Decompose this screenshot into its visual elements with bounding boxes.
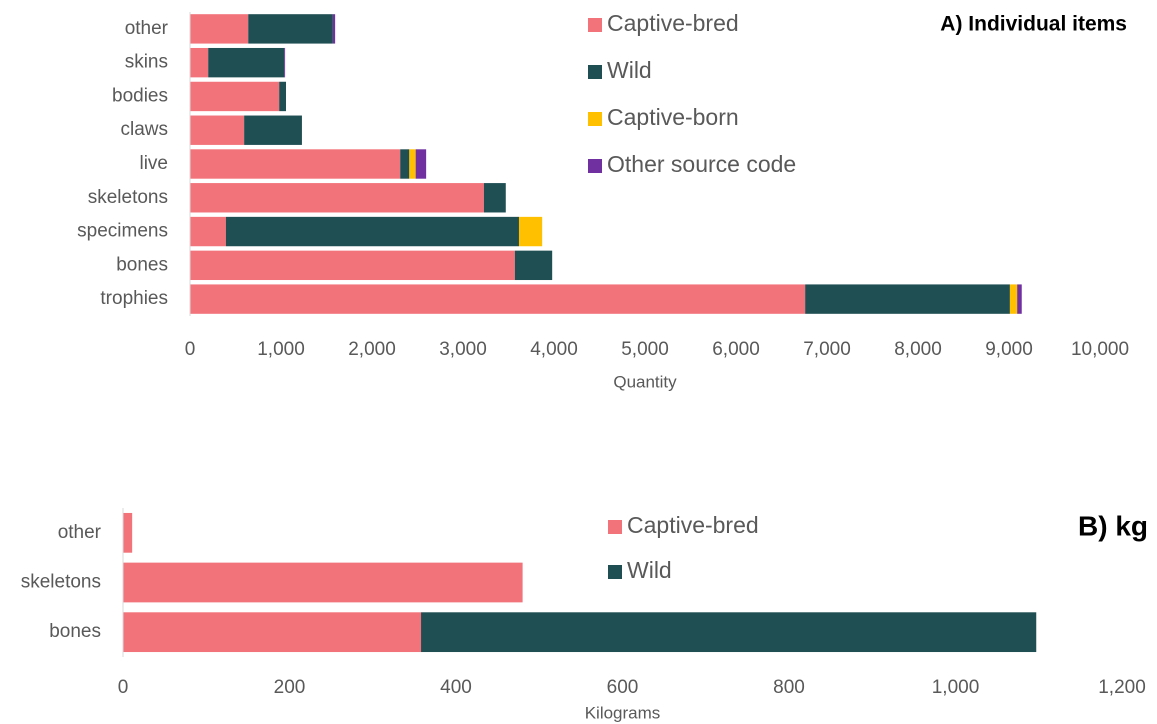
x-tick-label: 4,000 bbox=[530, 339, 578, 360]
x-tick-label: 1,200 bbox=[1098, 677, 1146, 698]
legend-label: Captive-bred bbox=[627, 512, 759, 538]
x-tick-label: 10,000 bbox=[1071, 339, 1129, 360]
bar-segment bbox=[123, 612, 422, 653]
bar-segment bbox=[284, 47, 286, 78]
bar-segment bbox=[1017, 284, 1022, 314]
bar-segment bbox=[421, 612, 1037, 653]
x-tick-label: 9,000 bbox=[985, 339, 1033, 360]
y-tick-label: specimens bbox=[77, 221, 168, 242]
bar-segment bbox=[208, 47, 285, 78]
x-tick-label: 1,000 bbox=[932, 677, 980, 698]
bar-segment bbox=[518, 216, 543, 247]
legend-swatch bbox=[588, 65, 602, 79]
legend-swatch bbox=[588, 159, 602, 173]
legend-swatch bbox=[608, 520, 622, 534]
y-tick-label: bodies bbox=[112, 85, 168, 106]
legend-swatch bbox=[588, 112, 602, 126]
x-tick-label: 6,000 bbox=[712, 339, 760, 360]
x-tick-label: 5,000 bbox=[621, 339, 669, 360]
x-tick-label: 8,000 bbox=[894, 339, 942, 360]
x-tick-label: 0 bbox=[118, 677, 129, 698]
x-axis-label: Quantity bbox=[613, 372, 677, 391]
x-tick-label: 600 bbox=[607, 677, 639, 698]
bar-segment bbox=[190, 284, 806, 314]
chart-title: B) kg bbox=[1078, 510, 1148, 541]
bar-segment bbox=[123, 562, 523, 603]
bar-segment bbox=[225, 216, 519, 247]
y-tick-label: skins bbox=[125, 52, 168, 73]
x-tick-label: 7,000 bbox=[803, 339, 851, 360]
bar-segment bbox=[190, 81, 280, 112]
bar-segment bbox=[400, 149, 410, 179]
bar-segment bbox=[415, 149, 427, 179]
x-tick-label: 200 bbox=[274, 677, 306, 698]
bar-segment bbox=[190, 183, 484, 213]
y-tick-label: claws bbox=[120, 119, 168, 140]
bar-segment bbox=[514, 250, 553, 281]
bar-segment bbox=[409, 149, 416, 179]
legend-label: Wild bbox=[607, 57, 652, 83]
bar-segment bbox=[244, 115, 302, 145]
bar-segment bbox=[190, 250, 515, 281]
bar-segment bbox=[1009, 284, 1018, 314]
chart-title: A) Individual items bbox=[940, 13, 1127, 36]
bar-segment bbox=[279, 81, 287, 112]
x-axis-label: Kilograms bbox=[585, 703, 661, 722]
bar-segment bbox=[190, 14, 249, 44]
legend-label: Captive-born bbox=[607, 104, 739, 130]
bar-segment bbox=[190, 216, 226, 247]
y-tick-label: bones bbox=[49, 621, 101, 642]
legend-label: Other source code bbox=[607, 151, 796, 177]
y-tick-label: live bbox=[139, 153, 168, 174]
y-tick-label: trophies bbox=[100, 288, 168, 309]
bar-segment bbox=[332, 14, 336, 44]
y-tick-label: other bbox=[125, 18, 169, 39]
legend-swatch bbox=[588, 18, 602, 32]
bar-segment bbox=[805, 284, 1010, 314]
bar-segment bbox=[190, 115, 245, 145]
y-tick-label: bones bbox=[116, 254, 168, 275]
x-tick-label: 3,000 bbox=[439, 339, 487, 360]
legend-swatch bbox=[608, 565, 622, 579]
x-tick-label: 1,000 bbox=[257, 339, 305, 360]
legend-label: Wild bbox=[627, 557, 672, 583]
bar-segment bbox=[483, 183, 506, 213]
bar-segment bbox=[248, 14, 333, 44]
x-tick-label: 0 bbox=[185, 339, 196, 360]
x-tick-label: 2,000 bbox=[348, 339, 396, 360]
y-tick-label: other bbox=[58, 522, 102, 543]
y-tick-label: skeletons bbox=[88, 187, 168, 208]
bar-segment bbox=[123, 512, 133, 553]
x-tick-label: 400 bbox=[440, 677, 472, 698]
bar-segment bbox=[190, 47, 209, 78]
x-tick-label: 800 bbox=[773, 677, 805, 698]
bar-segment bbox=[190, 149, 401, 179]
y-tick-label: skeletons bbox=[21, 572, 101, 593]
legend-label: Captive-bred bbox=[607, 10, 739, 36]
